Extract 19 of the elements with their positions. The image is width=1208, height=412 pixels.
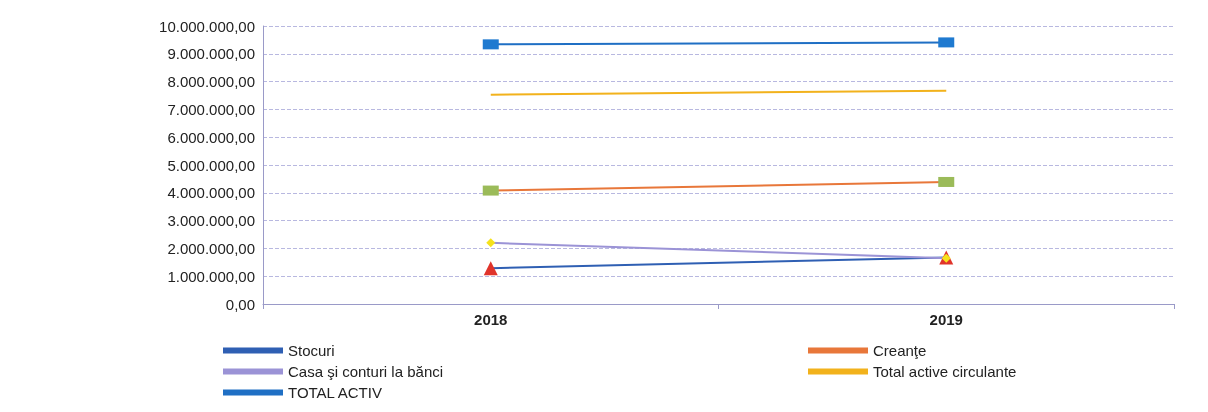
y-tick-label: 7.000.000,00 (167, 100, 255, 118)
legend-label: Total active circulante (873, 363, 1017, 380)
y-tick-label: 4.000.000,00 (167, 184, 255, 202)
y-tick-label: 9.000.000,00 (167, 45, 255, 63)
legend-label: Stocuri (288, 342, 335, 359)
legend-label: TOTAL ACTIV (288, 384, 382, 401)
point (486, 238, 496, 248)
y-tick-label: 2.000.000,00 (167, 239, 255, 257)
y-tick-label: 1.000.000,00 (167, 267, 255, 285)
legend-label: Creanţe (873, 342, 927, 359)
y-tick-label: 3.000.000,00 (167, 212, 255, 230)
y-tick-label: 0,00 (225, 295, 255, 313)
y-tick-label: 10.000.000,00 (159, 17, 255, 35)
y-tick-label: 5.000.000,00 (167, 156, 255, 174)
y-tick-label: 8.000.000,00 (167, 73, 255, 91)
legend-label: Casa şi conturi la bănci (288, 363, 444, 380)
y-tick-label: 6.000.000,00 (167, 128, 255, 146)
x-tick-label: 2019 (929, 311, 963, 328)
x-tick-label: 2018 (474, 311, 508, 328)
